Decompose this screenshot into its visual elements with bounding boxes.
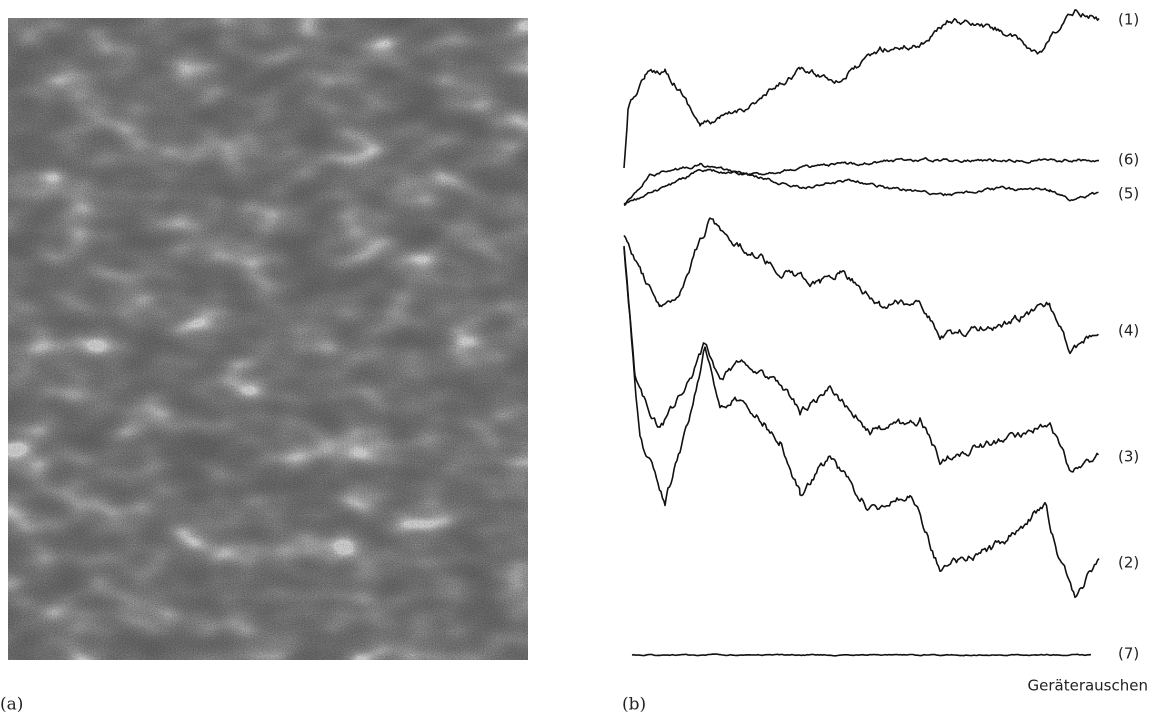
trace bbox=[631, 653, 1092, 657]
trace-label: (7) bbox=[1118, 645, 1139, 663]
trace bbox=[623, 245, 1100, 473]
trace bbox=[623, 168, 1099, 205]
panel-label: (b) bbox=[622, 695, 646, 715]
trace-label: (3) bbox=[1118, 448, 1139, 466]
trace bbox=[623, 247, 1100, 599]
trace-label: (4) bbox=[1118, 322, 1139, 340]
trace-label: (5) bbox=[1118, 185, 1139, 203]
trace bbox=[623, 9, 1100, 169]
trace-label: (6) bbox=[1118, 151, 1139, 169]
caption: Geräterauschen bbox=[1028, 677, 1149, 695]
panel-label: (a) bbox=[0, 695, 23, 715]
trace bbox=[623, 157, 1100, 207]
trace bbox=[623, 217, 1099, 355]
surface-photo bbox=[8, 18, 528, 660]
trace-label: (2) bbox=[1118, 554, 1139, 572]
trace-label: (1) bbox=[1118, 11, 1139, 29]
